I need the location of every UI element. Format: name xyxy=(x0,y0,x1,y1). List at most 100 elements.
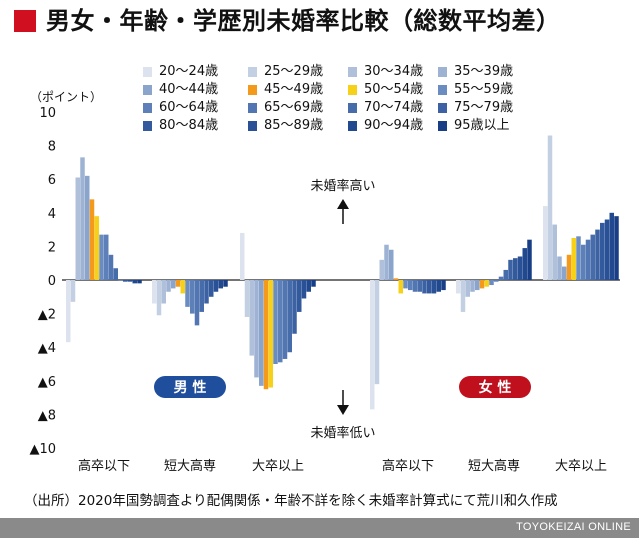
bar xyxy=(123,280,128,282)
bar xyxy=(543,206,548,280)
bar xyxy=(278,280,283,363)
legend-label: 75～79歳 xyxy=(454,100,514,115)
bar xyxy=(456,280,461,294)
bar xyxy=(562,266,567,280)
y-tick-label: ▲2 xyxy=(38,308,56,323)
bar xyxy=(118,280,123,281)
y-tick-label: 10 xyxy=(39,106,56,121)
bar xyxy=(436,280,441,292)
legend-swatch xyxy=(143,103,152,113)
bar xyxy=(254,280,259,378)
y-tick-label: 4 xyxy=(48,207,56,222)
legend-swatch xyxy=(143,85,152,95)
bar xyxy=(460,280,466,312)
bar xyxy=(104,234,109,280)
legend-swatch xyxy=(248,67,257,77)
bar xyxy=(137,280,142,284)
bar xyxy=(384,244,389,280)
bar xyxy=(479,280,485,289)
source-note: （出所）2020年国勢調査より配偶関係・年齢不詳を除く未婚率計算式にて荒川和久作… xyxy=(24,493,558,509)
bar xyxy=(132,280,137,284)
bar xyxy=(66,280,71,343)
bar xyxy=(190,280,195,314)
bar xyxy=(571,238,576,280)
x-category-label: 短大高専 xyxy=(468,458,520,474)
bar xyxy=(527,239,532,280)
legend-label: 55～59歳 xyxy=(454,82,514,97)
annotation-up: 未婚率高い xyxy=(310,178,375,194)
y-tick-label: 2 xyxy=(48,240,56,255)
legend-label: 20～24歳 xyxy=(159,64,219,79)
bar xyxy=(566,254,572,280)
brand-label: TOYOKEIZAI ONLINE xyxy=(516,521,631,533)
bar xyxy=(552,224,557,280)
legend-swatch xyxy=(143,121,152,131)
bar xyxy=(547,135,553,280)
legend-label: 90～94歳 xyxy=(364,118,424,133)
bar xyxy=(398,280,403,294)
bar xyxy=(557,256,562,280)
legend-swatch xyxy=(438,85,447,95)
male-badge-label: 男 性 xyxy=(174,379,207,396)
bar xyxy=(194,280,200,326)
legend-label: 80～84歳 xyxy=(159,118,219,133)
legend-swatch xyxy=(248,85,257,95)
bar xyxy=(113,268,118,280)
x-category-label: 高卒以下 xyxy=(78,458,130,474)
x-category-label: 短大高専 xyxy=(164,458,216,474)
bar xyxy=(156,280,162,316)
bar xyxy=(427,280,432,294)
bar xyxy=(576,236,581,280)
y-tick-label: ▲8 xyxy=(38,408,56,423)
chart-title: 男女・年齢・学歴別未婚率比較（総数平均差） xyxy=(46,7,561,35)
bar xyxy=(403,280,408,289)
footer-bar: TOYOKEIZAI ONLINE xyxy=(0,518,639,538)
legend-swatch xyxy=(438,103,447,113)
bar xyxy=(422,280,427,294)
arrow-up-head xyxy=(337,199,349,209)
bar xyxy=(484,280,489,287)
bar xyxy=(301,280,307,299)
y-tick-label: ▲10 xyxy=(29,442,56,457)
bar xyxy=(152,280,157,304)
bar xyxy=(180,280,185,294)
bar xyxy=(209,280,214,297)
bar xyxy=(489,280,494,286)
legend-label: 25～29歳 xyxy=(264,64,324,79)
legend-swatch xyxy=(348,67,357,77)
annotation-down: 未婚率低い xyxy=(310,425,375,441)
bar xyxy=(89,199,95,280)
bar xyxy=(240,232,245,280)
x-category-label: 大卒以上 xyxy=(555,459,607,474)
bar xyxy=(393,278,399,280)
bar xyxy=(185,280,190,307)
bar xyxy=(600,222,605,280)
y-axis-label: （ポイント） xyxy=(30,90,103,104)
bar xyxy=(503,269,508,280)
legend-label: 50～54歳 xyxy=(364,82,424,97)
legend-label: 45～49歳 xyxy=(264,82,324,97)
bar xyxy=(273,280,278,364)
bar xyxy=(475,280,480,291)
legend-swatch xyxy=(248,103,257,113)
bar xyxy=(85,175,90,280)
bar xyxy=(292,280,297,334)
bar xyxy=(595,229,600,280)
bar xyxy=(370,280,375,410)
bar xyxy=(465,280,470,297)
bar xyxy=(171,280,176,289)
legend-label: 40～44歳 xyxy=(159,82,219,97)
female-badge xyxy=(459,376,531,398)
legend-swatch xyxy=(438,67,447,77)
bar xyxy=(412,280,418,292)
bar xyxy=(590,234,595,280)
y-tick-label: ▲6 xyxy=(38,375,56,390)
legend-label: 65～69歳 xyxy=(264,100,324,115)
bar xyxy=(80,157,85,280)
legend-label: 70～74歳 xyxy=(364,100,424,115)
bar xyxy=(517,256,523,280)
bar xyxy=(494,280,499,282)
bar xyxy=(175,280,181,287)
bar xyxy=(498,276,504,280)
